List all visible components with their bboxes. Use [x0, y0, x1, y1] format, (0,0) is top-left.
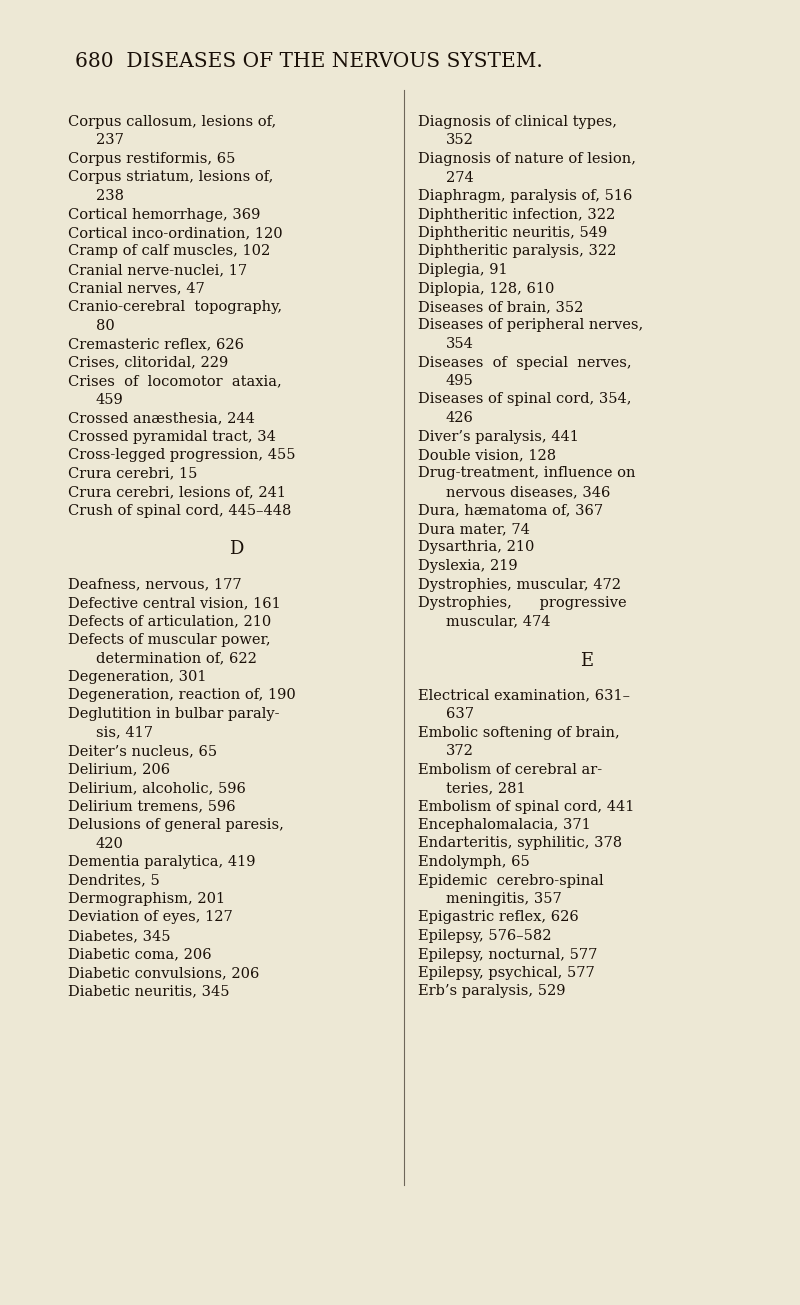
- Text: muscular, 474: muscular, 474: [446, 615, 550, 629]
- Text: Crises  of  locomotor  ataxia,: Crises of locomotor ataxia,: [68, 375, 282, 388]
- Text: Dystrophies,      progressive: Dystrophies, progressive: [418, 596, 626, 609]
- Text: Epilepsy, nocturnal, 577: Epilepsy, nocturnal, 577: [418, 947, 598, 962]
- Text: Degeneration, 301: Degeneration, 301: [68, 669, 206, 684]
- Text: Cramp of calf muscles, 102: Cramp of calf muscles, 102: [68, 244, 270, 258]
- Text: Crura cerebri, lesions of, 241: Crura cerebri, lesions of, 241: [68, 485, 286, 499]
- Text: Corpus restiformis, 65: Corpus restiformis, 65: [68, 151, 235, 166]
- Text: Diabetes, 345: Diabetes, 345: [68, 929, 170, 944]
- Text: Diagnosis of clinical types,: Diagnosis of clinical types,: [418, 115, 617, 129]
- Text: Dermographism, 201: Dermographism, 201: [68, 893, 225, 906]
- Text: Deglutition in bulbar paraly-: Deglutition in bulbar paraly-: [68, 707, 279, 720]
- Text: 426: 426: [446, 411, 474, 425]
- Text: Corpus callosum, lesions of,: Corpus callosum, lesions of,: [68, 115, 276, 129]
- Text: 354: 354: [446, 337, 474, 351]
- Text: Endolymph, 65: Endolymph, 65: [418, 855, 530, 869]
- Text: nervous diseases, 346: nervous diseases, 346: [446, 485, 610, 499]
- Text: Embolic softening of brain,: Embolic softening of brain,: [418, 726, 620, 740]
- Text: Deviation of eyes, 127: Deviation of eyes, 127: [68, 911, 233, 924]
- Text: Dementia paralytica, 419: Dementia paralytica, 419: [68, 855, 255, 869]
- Text: Crossed anæsthesia, 244: Crossed anæsthesia, 244: [68, 411, 255, 425]
- Text: Crossed pyramidal tract, 34: Crossed pyramidal tract, 34: [68, 429, 276, 444]
- Text: Epidemic  cerebro-spinal: Epidemic cerebro-spinal: [418, 873, 604, 887]
- Text: Endarteritis, syphilitic, 378: Endarteritis, syphilitic, 378: [418, 837, 622, 851]
- Text: Defects of muscular power,: Defects of muscular power,: [68, 633, 270, 647]
- Text: Cortical inco-ordination, 120: Cortical inco-ordination, 120: [68, 226, 282, 240]
- Text: Corpus striatum, lesions of,: Corpus striatum, lesions of,: [68, 171, 274, 184]
- Text: Epilepsy, psychical, 577: Epilepsy, psychical, 577: [418, 966, 594, 980]
- Text: Dura mater, 74: Dura mater, 74: [418, 522, 530, 536]
- Text: determination of, 622: determination of, 622: [96, 651, 257, 666]
- Text: Diabetic convulsions, 206: Diabetic convulsions, 206: [68, 966, 259, 980]
- Text: Double vision, 128: Double vision, 128: [418, 448, 556, 462]
- Text: Delusions of general paresis,: Delusions of general paresis,: [68, 818, 284, 833]
- Text: Epigastric reflex, 626: Epigastric reflex, 626: [418, 911, 578, 924]
- Text: Delirium, 206: Delirium, 206: [68, 762, 170, 776]
- Text: Embolism of cerebral ar-: Embolism of cerebral ar-: [418, 762, 602, 776]
- Text: Diplegia, 91: Diplegia, 91: [418, 264, 508, 277]
- Text: Encephalomalacia, 371: Encephalomalacia, 371: [418, 818, 590, 833]
- Text: Diaphragm, paralysis of, 516: Diaphragm, paralysis of, 516: [418, 189, 632, 204]
- Text: Diseases of brain, 352: Diseases of brain, 352: [418, 300, 583, 315]
- Text: Diabetic coma, 206: Diabetic coma, 206: [68, 947, 212, 962]
- Text: Cross-legged progression, 455: Cross-legged progression, 455: [68, 448, 295, 462]
- Text: 680  DISEASES OF THE NERVOUS SYSTEM.: 680 DISEASES OF THE NERVOUS SYSTEM.: [75, 52, 542, 70]
- Text: Cremasteric reflex, 626: Cremasteric reflex, 626: [68, 337, 244, 351]
- Text: 420: 420: [96, 837, 124, 851]
- Text: Diplopia, 128, 610: Diplopia, 128, 610: [418, 282, 554, 295]
- Text: 459: 459: [96, 393, 124, 406]
- Text: Defects of articulation, 210: Defects of articulation, 210: [68, 615, 271, 629]
- Text: Cranial nerve-nuclei, 17: Cranial nerve-nuclei, 17: [68, 264, 247, 277]
- Text: 274: 274: [446, 171, 474, 184]
- Text: Cortical hemorrhage, 369: Cortical hemorrhage, 369: [68, 207, 260, 222]
- Text: Dysarthria, 210: Dysarthria, 210: [418, 540, 534, 555]
- Text: teries, 281: teries, 281: [446, 780, 526, 795]
- Text: Crush of spinal cord, 445–448: Crush of spinal cord, 445–448: [68, 504, 291, 518]
- Text: Diseases  of  special  nerves,: Diseases of special nerves,: [418, 355, 632, 369]
- Text: Degeneration, reaction of, 190: Degeneration, reaction of, 190: [68, 689, 296, 702]
- Text: Deafness, nervous, 177: Deafness, nervous, 177: [68, 578, 242, 591]
- Text: 352: 352: [446, 133, 474, 147]
- Text: Dyslexia, 219: Dyslexia, 219: [418, 559, 518, 573]
- Text: sis, 417: sis, 417: [96, 726, 153, 740]
- Text: Dura, hæmatoma of, 367: Dura, hæmatoma of, 367: [418, 504, 603, 518]
- Text: Diver’s paralysis, 441: Diver’s paralysis, 441: [418, 429, 579, 444]
- Text: Delirium tremens, 596: Delirium tremens, 596: [68, 800, 236, 813]
- Text: D: D: [229, 540, 243, 559]
- Text: Diphtheritic infection, 322: Diphtheritic infection, 322: [418, 207, 615, 222]
- Text: Cranio-cerebral  topography,: Cranio-cerebral topography,: [68, 300, 282, 315]
- Text: Crises, clitoridal, 229: Crises, clitoridal, 229: [68, 355, 228, 369]
- Text: Epilepsy, 576–582: Epilepsy, 576–582: [418, 929, 551, 944]
- Text: Crura cerebri, 15: Crura cerebri, 15: [68, 466, 198, 480]
- Text: 372: 372: [446, 744, 474, 758]
- Text: Embolism of spinal cord, 441: Embolism of spinal cord, 441: [418, 800, 634, 813]
- Text: Dendrites, 5: Dendrites, 5: [68, 873, 160, 887]
- Text: Delirium, alcoholic, 596: Delirium, alcoholic, 596: [68, 780, 246, 795]
- Text: Erb’s paralysis, 529: Erb’s paralysis, 529: [418, 984, 566, 998]
- Text: Dystrophies, muscular, 472: Dystrophies, muscular, 472: [418, 578, 621, 591]
- Text: Diseases of spinal cord, 354,: Diseases of spinal cord, 354,: [418, 393, 631, 406]
- Text: Diphtheritic neuritis, 549: Diphtheritic neuritis, 549: [418, 226, 607, 240]
- Text: 237: 237: [96, 133, 124, 147]
- Text: Diabetic neuritis, 345: Diabetic neuritis, 345: [68, 984, 230, 998]
- Text: Deiter’s nucleus, 65: Deiter’s nucleus, 65: [68, 744, 217, 758]
- Text: Drug-treatment, influence on: Drug-treatment, influence on: [418, 466, 635, 480]
- Text: Diphtheritic paralysis, 322: Diphtheritic paralysis, 322: [418, 244, 616, 258]
- Text: 637: 637: [446, 707, 474, 720]
- Text: 238: 238: [96, 189, 124, 204]
- Text: Electrical examination, 631–: Electrical examination, 631–: [418, 689, 630, 702]
- Text: 495: 495: [446, 375, 474, 388]
- Text: Cranial nerves, 47: Cranial nerves, 47: [68, 282, 205, 295]
- Text: E: E: [581, 651, 594, 669]
- Text: meningitis, 357: meningitis, 357: [446, 893, 562, 906]
- Text: Defective central vision, 161: Defective central vision, 161: [68, 596, 281, 609]
- Text: 80: 80: [96, 318, 114, 333]
- Text: Diagnosis of nature of lesion,: Diagnosis of nature of lesion,: [418, 151, 636, 166]
- Text: Diseases of peripheral nerves,: Diseases of peripheral nerves,: [418, 318, 643, 333]
